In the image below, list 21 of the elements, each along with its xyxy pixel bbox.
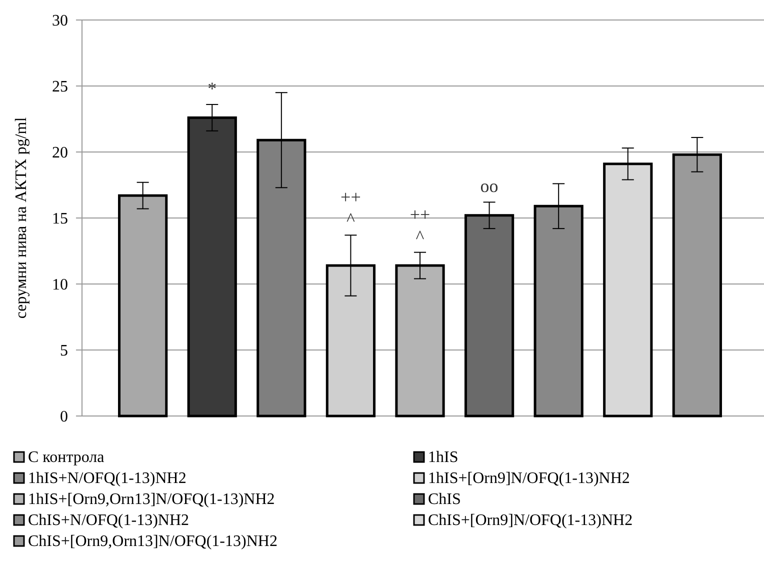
- y-tick-label: 10: [52, 276, 68, 294]
- y-tick-label: 15: [52, 210, 68, 228]
- data-label: ++ ^: [410, 204, 430, 246]
- legend-label: ChIS+N/OFQ(1-13)NH2: [28, 512, 190, 529]
- y-tick-label: 20: [52, 144, 68, 162]
- y-tick-label: 0: [60, 408, 68, 426]
- legend-label: 1hIS+N/OFQ(1-13)NH2: [28, 470, 186, 487]
- legend-label: ChIS+[Orn9]N/OFQ(1-13)NH2: [428, 512, 633, 529]
- y-tick-label: 30: [52, 12, 68, 30]
- data-label: ++ ^: [340, 187, 361, 230]
- legend-label: 1hIS: [428, 449, 458, 466]
- y-tick-label: 5: [60, 342, 68, 360]
- y-tick-label: 25: [52, 78, 68, 96]
- legend-label: С контрола: [28, 449, 104, 466]
- data-label: *: [208, 78, 217, 98]
- legend-label: 1hIS+[Orn9,Orn13]N/OFQ(1-13)NH2: [28, 491, 275, 508]
- legend-label: ChIS+[Orn9,Orn13]N/OFQ(1-13)NH2: [28, 533, 278, 550]
- y-axis-title: серумни нива на АКТХ pg/ml: [13, 116, 30, 319]
- legend-label: ChIS: [428, 491, 461, 508]
- data-label: oo: [480, 176, 498, 196]
- legend-label: 1hIS+[Orn9]N/OFQ(1-13)NH2: [428, 470, 630, 487]
